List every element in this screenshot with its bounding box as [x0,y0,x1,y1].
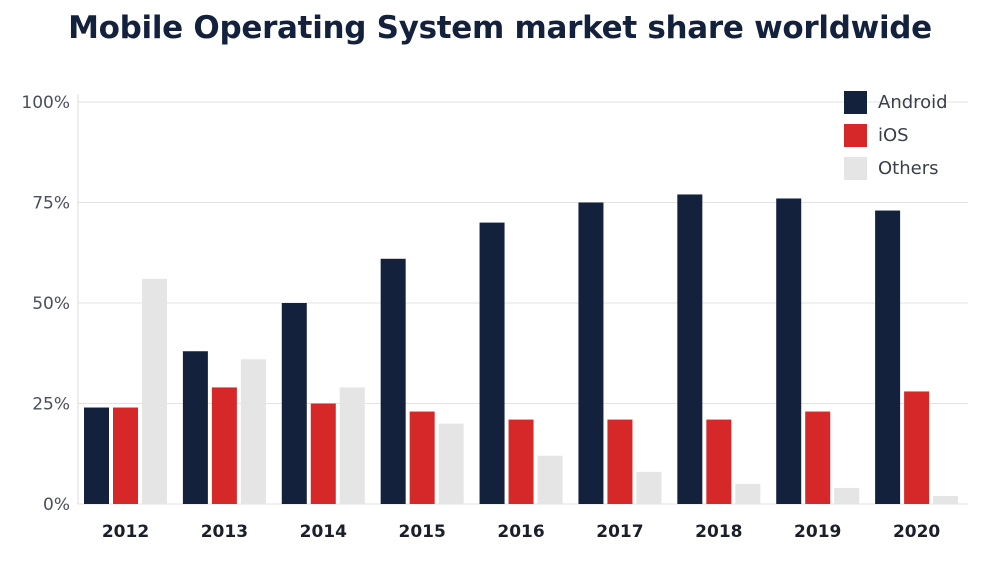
legend-label-others: Others [878,158,939,179]
bar-android-2018 [677,194,703,504]
legend-swatch-others [844,157,867,180]
x-tick-label: 2016 [497,522,544,542]
bar-ios-2014 [310,403,336,504]
bar-others-2015 [438,423,464,504]
legend-label-android: Android [878,92,948,113]
bar-android-2012 [84,407,109,504]
bar-others-2017 [636,471,662,504]
bar-android-2014 [281,303,307,504]
bar-ios-2018 [706,419,732,504]
x-tick-label: 2017 [596,522,643,542]
x-tick-label: 2015 [399,522,446,542]
bar-android-2019 [776,198,802,505]
x-tick-label: 2019 [794,522,841,542]
bar-others-2014 [339,387,365,504]
bar-ios-2020 [904,391,930,504]
bar-android-2020 [875,210,901,505]
bar-ios-2017 [607,419,633,504]
bar-ios-2015 [409,411,435,504]
chart-title: Mobile Operating System market share wor… [68,10,932,46]
bar-android-2015 [380,258,406,504]
y-tick-label: 100% [21,93,70,113]
y-tick-label: 75% [32,194,70,214]
x-tick-label: 2018 [695,522,742,542]
bar-others-2016 [537,455,563,504]
bar-ios-2012 [113,407,138,504]
x-tick-label: 2020 [893,522,940,542]
chart-legend: Android iOS Others [844,86,948,185]
y-tick-label: 0% [43,495,70,515]
bar-android-2017 [578,202,604,504]
y-tick-label: 25% [32,395,70,415]
x-tick-label: 2013 [201,522,248,542]
bar-others-2019 [834,487,860,504]
bar-ios-2016 [508,419,534,504]
legend-item-others: Others [844,152,948,185]
legend-item-ios: iOS [844,119,948,152]
bar-ios-2019 [805,411,831,504]
x-tick-label: 2012 [102,522,149,542]
legend-swatch-ios [844,124,867,147]
legend-swatch-android [844,91,867,114]
legend-label-ios: iOS [878,125,909,146]
bar-others-2012 [142,278,167,504]
y-tick-label: 50% [32,294,70,314]
bar-others-2013 [240,359,266,504]
bar-ios-2013 [211,387,237,504]
legend-item-android: Android [844,86,948,119]
bar-android-2013 [182,351,208,504]
bar-others-2020 [933,495,959,504]
bar-android-2016 [479,222,505,504]
bar-others-2018 [735,483,761,504]
x-tick-label: 2014 [300,522,347,542]
